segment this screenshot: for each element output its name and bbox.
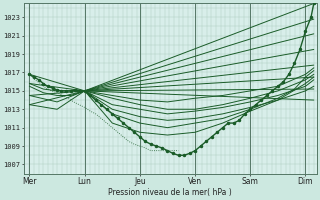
- X-axis label: Pression niveau de la mer( hPa ): Pression niveau de la mer( hPa ): [108, 188, 232, 197]
